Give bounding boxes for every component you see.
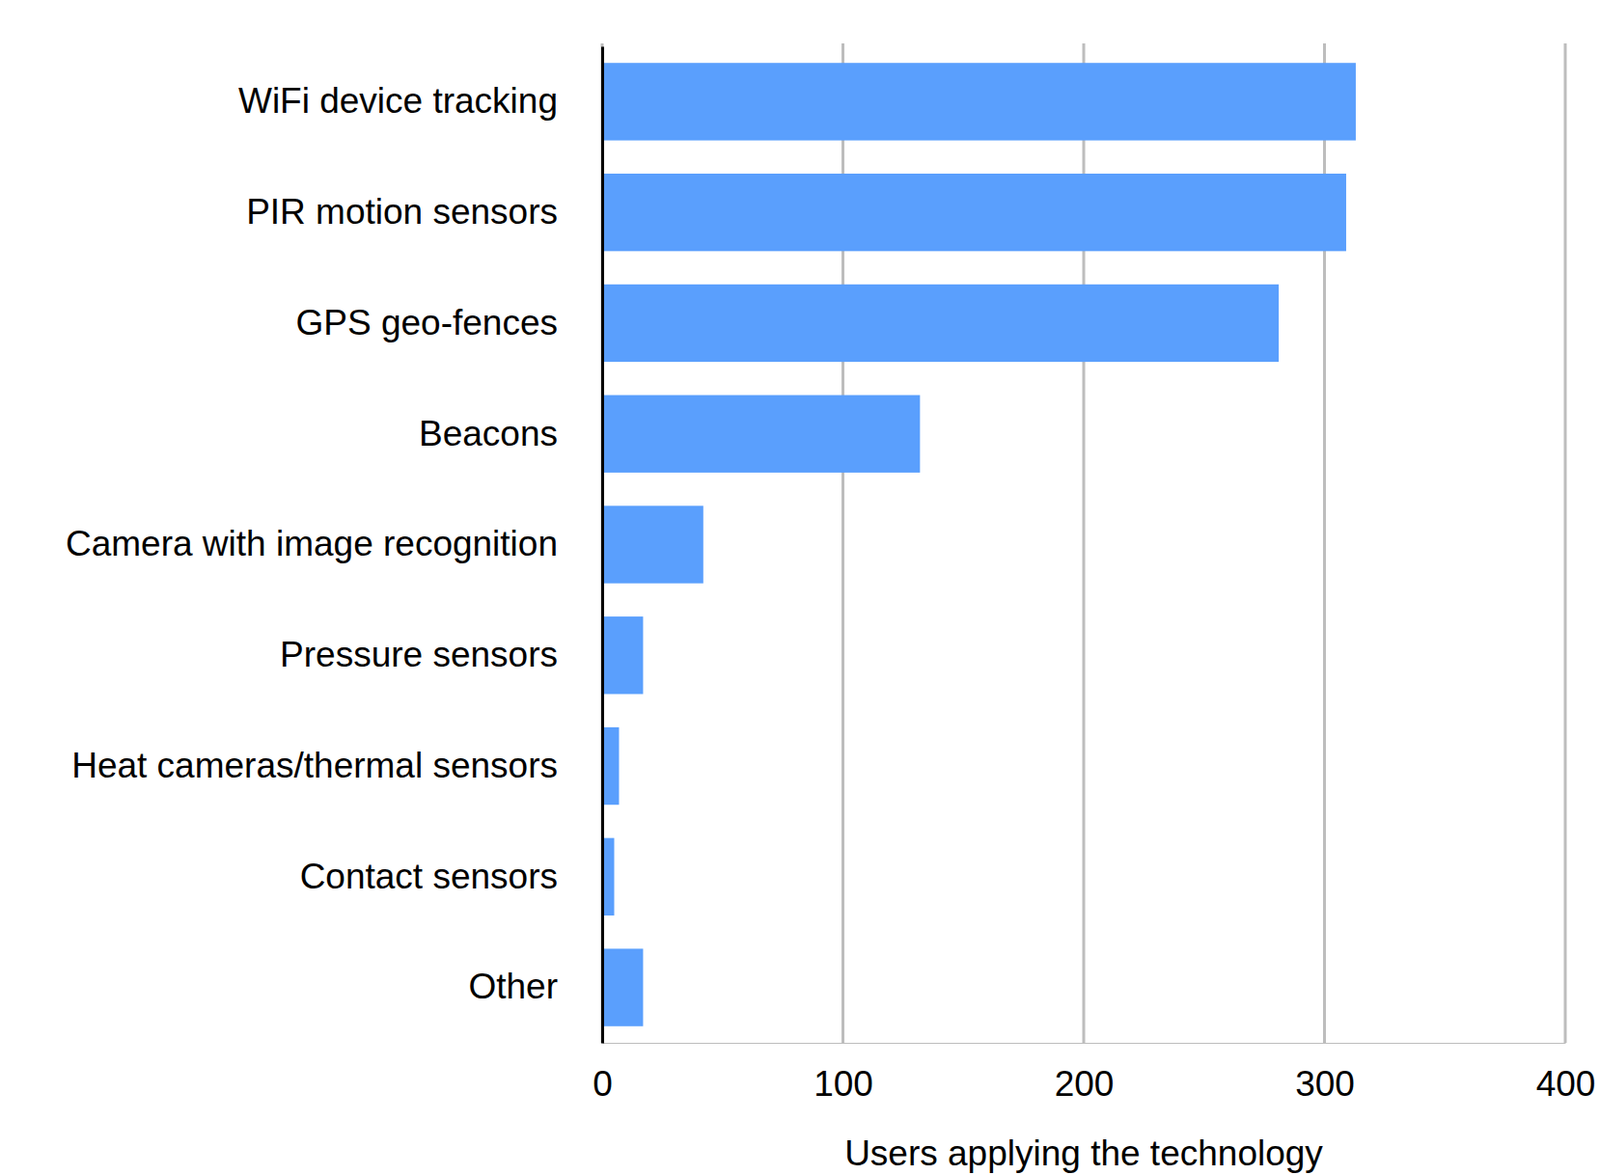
x-tick-label: 0 <box>592 1064 613 1104</box>
y-tick-label: GPS geo-fences <box>296 303 558 343</box>
x-tick-label: 100 <box>813 1064 874 1104</box>
x-tick-label: 300 <box>1295 1064 1355 1104</box>
y-tick-label: Beacons <box>418 413 558 454</box>
x-tick: 300 <box>1295 1043 1355 1104</box>
y-tick: GPS geo-fences <box>296 303 603 343</box>
x-tick: 400 <box>1536 1043 1597 1104</box>
y-tick: Other <box>468 966 603 1007</box>
y-tick: Contact sensors <box>300 856 603 897</box>
x-tick: 0 <box>592 1043 613 1104</box>
bar <box>602 284 1279 362</box>
y-tick-label: Pressure sensors <box>279 634 558 675</box>
y-tick: Heat cameras/thermal sensors <box>71 745 603 786</box>
grid-line <box>1564 43 1568 1044</box>
x-tick: 200 <box>1054 1043 1115 1104</box>
x-tick: 100 <box>813 1043 874 1104</box>
bar <box>602 727 619 805</box>
y-tick-label: Contact sensors <box>300 856 558 897</box>
bar <box>602 173 1347 251</box>
y-tick-label: PIR motion sensors <box>246 192 558 232</box>
x-axis: 0 100 200 300 400 <box>592 1043 1596 1104</box>
x-axis-line <box>603 1043 1567 1045</box>
y-tick-label: WiFi device tracking <box>238 81 558 121</box>
y-axis-line <box>601 47 605 1045</box>
y-tick: WiFi device tracking <box>238 81 603 121</box>
y-tick-label: Other <box>468 966 558 1007</box>
x-tick-label: 200 <box>1054 1064 1115 1104</box>
bars <box>602 62 1356 1027</box>
y-tick: PIR motion sensors <box>246 192 603 232</box>
y-tick: Camera with image recognition <box>65 524 603 564</box>
bar <box>602 505 704 583</box>
y-tick: Pressure sensors <box>279 634 603 675</box>
chart: 0 100 200 300 400 WiFi device tracking PIR mot… <box>0 0 1600 1175</box>
grid-line <box>601 43 605 1044</box>
y-tick-label: Camera with image recognition <box>65 524 558 564</box>
x-axis-title: Users applying the technology <box>844 1133 1324 1174</box>
bar <box>602 395 920 473</box>
y-tick: Beacons <box>418 413 603 454</box>
x-tick-label: 400 <box>1536 1064 1597 1104</box>
y-tick-label: Heat cameras/thermal sensors <box>71 745 558 786</box>
bar <box>602 616 643 694</box>
bar <box>602 62 1356 140</box>
grid <box>602 43 1566 1044</box>
bar <box>602 948 643 1026</box>
y-axis: WiFi device tracking PIR motion sensors GP… <box>65 47 604 1045</box>
